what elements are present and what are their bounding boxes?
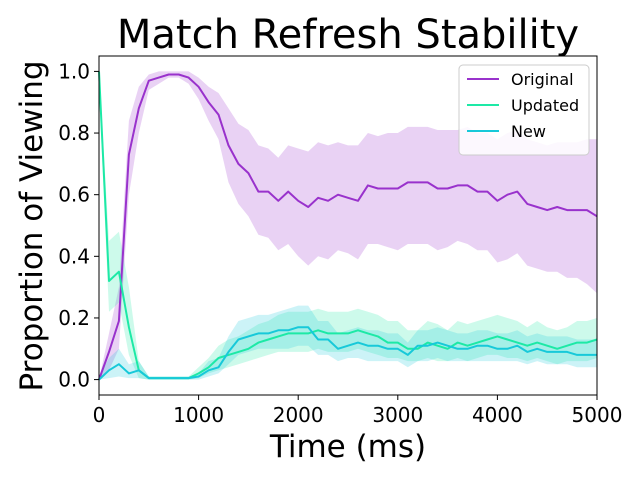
y-tick-label: 0.2 — [58, 306, 90, 330]
x-tick-label: 2000 — [273, 403, 324, 427]
y-tick-label: 1.0 — [58, 59, 90, 83]
x-tick-label: 1000 — [173, 403, 224, 427]
y-tick-label: 0.0 — [58, 368, 90, 392]
y-axis-label: Proportion of Viewing — [14, 60, 50, 391]
y-axis: 0.0 0.2 0.4 0.6 0.8 1.0 — [58, 59, 99, 392]
x-axis-label: Time (ms) — [269, 429, 426, 465]
series-line-new — [98, 326, 597, 381]
y-tick-label: 0.6 — [58, 183, 90, 207]
legend-label-original: Original — [511, 70, 574, 89]
band-updated — [99, 71, 597, 380]
y-tick-label: 0.4 — [58, 244, 90, 268]
legend-label-updated: Updated — [511, 96, 579, 115]
x-tick-label: 0 — [93, 403, 106, 427]
x-axis: 0 1000 2000 3000 4000 5000 — [93, 395, 623, 427]
x-tick-label: 4000 — [472, 403, 523, 427]
x-tick-label: 5000 — [572, 403, 623, 427]
legend-label-new: New — [511, 122, 546, 141]
series-line-original — [98, 73, 598, 380]
y-tick-label: 0.8 — [58, 121, 90, 145]
x-tick-label: 3000 — [372, 403, 423, 427]
series-lines — [98, 71, 598, 381]
plot-frame — [98, 55, 598, 396]
legend: Original Updated New — [458, 64, 590, 156]
legend-frame — [458, 64, 590, 156]
chart-title: Match Refresh Stability — [117, 12, 579, 58]
